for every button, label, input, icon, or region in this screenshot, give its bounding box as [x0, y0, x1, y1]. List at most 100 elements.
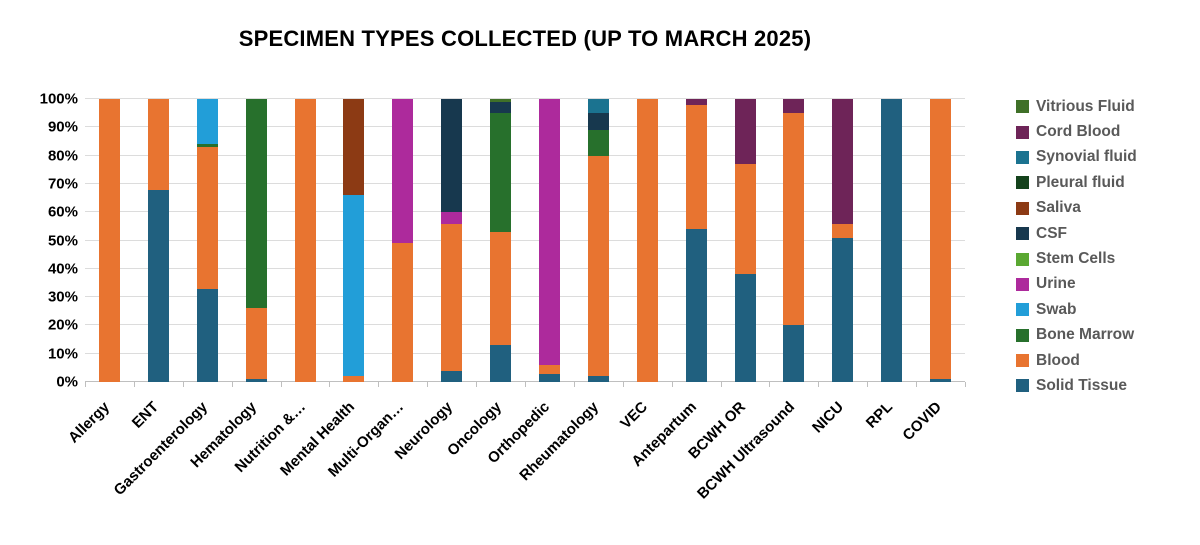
- segment-Blood[interactable]: [783, 113, 805, 326]
- legend-label: Vitrious Fluid: [1036, 97, 1135, 115]
- segment-Vitrious Fluid[interactable]: [490, 99, 512, 102]
- segment-Solid Tissue[interactable]: [196, 288, 218, 382]
- y-tick-label: 60%: [47, 203, 78, 221]
- segment-Blood[interactable]: [147, 99, 169, 190]
- legend-swatch-icon: [1016, 252, 1029, 266]
- x-axis-tick: [231, 382, 233, 387]
- bar-Oncology: [490, 99, 512, 382]
- segment-Cord Blood[interactable]: [783, 99, 805, 114]
- segment-Saliva[interactable]: [343, 99, 365, 196]
- segment-Solid Tissue[interactable]: [930, 379, 952, 382]
- bar-Orthopedic: [538, 99, 560, 382]
- x-axis-tick: [622, 382, 624, 387]
- legend-label: Urine: [1036, 275, 1076, 293]
- segment-Blood[interactable]: [734, 164, 756, 275]
- segment-Solid Tissue[interactable]: [783, 325, 805, 382]
- segment-Solid Tissue[interactable]: [147, 189, 169, 382]
- gridline-20%: [85, 324, 965, 326]
- legend-label: CSF: [1036, 224, 1067, 242]
- gridline-10%: [85, 352, 965, 354]
- segment-Blood[interactable]: [98, 99, 120, 382]
- segment-Swab[interactable]: [196, 99, 218, 145]
- plot-area: [85, 98, 965, 382]
- segment-Solid Tissue[interactable]: [832, 237, 854, 382]
- segment-Solid Tissue[interactable]: [441, 370, 463, 382]
- segment-Blood[interactable]: [636, 99, 658, 382]
- bar-Mental Health: [343, 99, 365, 382]
- x-axis-tick: [476, 382, 478, 387]
- x-axis-ticks: [85, 382, 966, 388]
- legend-swatch-icon: [1016, 303, 1029, 317]
- segment-Solid Tissue[interactable]: [685, 229, 707, 382]
- segment-Solid Tissue[interactable]: [881, 99, 903, 382]
- x-axis-tick: [573, 382, 575, 387]
- legend-item-Cord Blood[interactable]: Cord Blood: [1016, 119, 1137, 144]
- x-axis-tick: [769, 382, 771, 387]
- segment-Solid Tissue[interactable]: [587, 376, 609, 382]
- segment-Blood[interactable]: [441, 223, 463, 371]
- segment-Urine[interactable]: [392, 99, 414, 244]
- segment-Blood[interactable]: [538, 365, 560, 374]
- x-axis-tick: [85, 382, 86, 387]
- legend-swatch-icon: [1016, 354, 1029, 368]
- legend-item-Saliva[interactable]: Saliva: [1016, 196, 1137, 221]
- segment-Cord Blood[interactable]: [734, 99, 756, 165]
- legend-item-Urine[interactable]: Urine: [1016, 272, 1137, 297]
- segment-CSF[interactable]: [490, 101, 512, 114]
- legend-label: Blood: [1036, 351, 1080, 369]
- chart-legend: Vitrious Fluid Cord Blood Synovial fluid Pl…: [1016, 94, 1137, 399]
- gridline-90%: [85, 126, 965, 128]
- segment-Blood[interactable]: [196, 147, 218, 289]
- segment-CSF[interactable]: [587, 113, 609, 131]
- legend-item-Synovial fluid[interactable]: Synovial fluid: [1016, 145, 1137, 170]
- legend-label: Bone Marrow: [1036, 326, 1135, 344]
- legend-item-Bone Marrow[interactable]: Bone Marrow: [1016, 323, 1137, 348]
- x-axis-tick: [965, 382, 966, 387]
- y-tick-label: 80%: [47, 147, 78, 165]
- segment-Solid Tissue[interactable]: [734, 274, 756, 382]
- segment-Bone Marrow[interactable]: [587, 130, 609, 156]
- segment-Bone Marrow[interactable]: [490, 113, 512, 233]
- legend-item-Vitrious Fluid[interactable]: Vitrious Fluid: [1016, 94, 1137, 119]
- segment-Blood[interactable]: [294, 99, 316, 382]
- legend-item-Blood[interactable]: Blood: [1016, 348, 1137, 373]
- gridline-60%: [85, 211, 965, 213]
- bar-Gastroenterology: [196, 99, 218, 382]
- segment-Synovial fluid[interactable]: [587, 99, 609, 114]
- segment-Blood[interactable]: [343, 376, 365, 382]
- bar-NICU: [832, 99, 854, 382]
- legend-item-Pleural fluid[interactable]: Pleural fluid: [1016, 170, 1137, 195]
- gridline-100%: [85, 98, 965, 99]
- segment-Swab[interactable]: [343, 195, 365, 377]
- legend-item-CSF[interactable]: CSF: [1016, 221, 1137, 246]
- legend-item-Stem Cells[interactable]: Stem Cells: [1016, 246, 1137, 271]
- segment-Solid Tissue[interactable]: [490, 345, 512, 382]
- segment-Blood[interactable]: [930, 99, 952, 380]
- legend-swatch-icon: [1016, 277, 1029, 291]
- segment-Blood[interactable]: [685, 104, 707, 230]
- x-axis-tick: [867, 382, 869, 387]
- segment-Blood[interactable]: [832, 223, 854, 238]
- legend-swatch-icon: [1016, 176, 1029, 190]
- segment-Cord Blood[interactable]: [685, 99, 707, 105]
- legend-item-Solid Tissue[interactable]: Solid Tissue: [1016, 373, 1137, 398]
- segment-Solid Tissue[interactable]: [538, 373, 560, 382]
- segment-Solid Tissue[interactable]: [245, 379, 267, 382]
- segment-Urine[interactable]: [441, 212, 463, 224]
- legend-label: Pleural fluid: [1036, 173, 1125, 191]
- segment-Bone Marrow[interactable]: [245, 99, 267, 309]
- x-axis-tick: [133, 382, 135, 387]
- segment-Blood[interactable]: [392, 243, 414, 382]
- segment-Blood[interactable]: [245, 308, 267, 380]
- bar-VEC: [636, 99, 658, 382]
- legend-item-Swab[interactable]: Swab: [1016, 297, 1137, 322]
- segment-Cord Blood[interactable]: [832, 99, 854, 224]
- segment-Blood[interactable]: [587, 155, 609, 377]
- legend-swatch-icon: [1016, 150, 1029, 164]
- bar-BCWH OR: [734, 99, 756, 382]
- segment-CSF[interactable]: [441, 99, 463, 213]
- legend-swatch-icon: [1016, 201, 1029, 215]
- segment-Blood[interactable]: [490, 232, 512, 346]
- segment-Urine[interactable]: [538, 99, 560, 366]
- segment-Bone Marrow[interactable]: [196, 144, 218, 148]
